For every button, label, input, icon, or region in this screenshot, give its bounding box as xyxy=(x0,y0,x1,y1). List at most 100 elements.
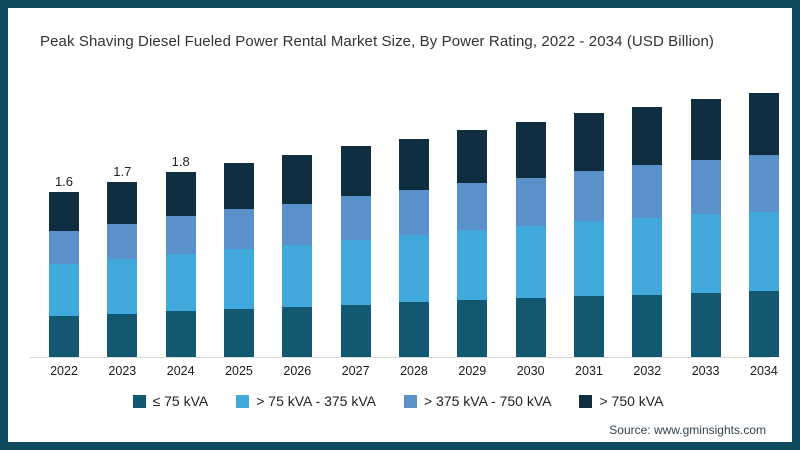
legend-label: > 375 kVA - 750 kVA xyxy=(423,393,552,409)
legend-swatch-le-75kva xyxy=(132,394,146,408)
x-tick-label: 2025 xyxy=(225,364,253,378)
bar-segment-series-0 xyxy=(515,298,546,357)
bar-segment-series-3 xyxy=(632,106,663,166)
bar-segment-series-1 xyxy=(107,259,138,314)
bar-segment-series-2 xyxy=(340,196,371,240)
bar-segment-series-0 xyxy=(690,293,721,357)
bar-stack xyxy=(165,171,196,357)
bar-segment-series-1 xyxy=(690,213,721,294)
bar-group-2024: 1.8 xyxy=(161,154,201,357)
bar-segment-series-1 xyxy=(165,253,196,311)
bar-segment-series-1 xyxy=(282,244,313,307)
bar-segment-series-1 xyxy=(398,235,429,303)
bar-stack xyxy=(515,122,546,357)
bar-segment-series-3 xyxy=(690,99,721,161)
bar-segment-series-0 xyxy=(49,315,79,357)
bar-stack xyxy=(282,155,313,357)
bar-segment-series-3 xyxy=(340,145,371,197)
bar-segment-series-1 xyxy=(515,226,546,299)
bar-total-label: 1.8 xyxy=(171,153,190,169)
bar-segment-series-3 xyxy=(573,112,604,171)
bar-group-2031 xyxy=(569,110,609,357)
bar-segment-series-3 xyxy=(748,93,779,156)
x-tick-label: 2029 xyxy=(458,364,487,378)
bar-segment-series-2 xyxy=(282,203,313,245)
bar-stack xyxy=(107,181,138,357)
bar-segment-series-3 xyxy=(49,192,79,232)
bar-segment-series-1 xyxy=(223,248,254,309)
bar-segment-series-0 xyxy=(340,304,371,357)
bar-segment-series-2 xyxy=(398,190,429,236)
bar-stack xyxy=(690,99,721,357)
bar-total-label: 1.7 xyxy=(113,163,132,179)
bar-group-2029 xyxy=(452,127,492,357)
bar-segment-series-1 xyxy=(573,221,604,297)
bar-segment-series-1 xyxy=(748,211,779,292)
bar-segment-series-0 xyxy=(398,302,429,357)
bar-group-2026 xyxy=(277,152,317,357)
bar-stack xyxy=(223,163,254,357)
bar-group-2034 xyxy=(744,90,784,357)
bar-segment-series-1 xyxy=(49,264,79,316)
bar-segment-series-0 xyxy=(107,313,138,357)
bar-segment-series-0 xyxy=(223,308,254,357)
bar-group-2027 xyxy=(336,143,376,357)
bar-group-2028 xyxy=(394,136,434,357)
bar-stack xyxy=(632,106,663,357)
legend-item-75-375kva: > 75 kVA - 375 kVA xyxy=(236,393,376,409)
x-tick-label: 2031 xyxy=(575,364,603,378)
bar-group-2025 xyxy=(219,160,259,357)
legend-label: > 750 kVA xyxy=(599,393,664,409)
legend-label: > 75 kVA - 375 kVA xyxy=(256,393,376,409)
bar-segment-series-1 xyxy=(457,230,488,301)
x-tick-label: 2033 xyxy=(691,364,720,378)
bar-segment-series-2 xyxy=(165,215,196,254)
bar-segment-series-2 xyxy=(748,155,779,212)
legend-item-375-750kva: > 375 kVA - 750 kVA xyxy=(403,393,552,409)
bar-stack xyxy=(340,145,371,357)
x-tick-label: 2032 xyxy=(633,364,662,378)
bar-segment-series-2 xyxy=(107,224,138,260)
bar-group-2022: 1.6 xyxy=(44,174,84,357)
x-axis-ticks: 2022 2023 2024 2025 2026 2027 2028 2029 2030 2031… xyxy=(30,364,792,378)
legend-label: ≤ 75 kVA xyxy=(152,393,209,409)
bar-group-2023: 1.7 xyxy=(102,164,142,357)
legend: ≤ 75 kVA > 75 kVA - 375 kVA > 375 kVA - … xyxy=(8,393,788,409)
x-tick-label: 2030 xyxy=(516,364,545,378)
x-tick-label: 2026 xyxy=(283,364,312,378)
bar-group-2033 xyxy=(686,96,726,357)
x-tick-label: 2028 xyxy=(400,364,428,378)
bar-segment-series-0 xyxy=(573,296,604,357)
bar-segment-series-3 xyxy=(515,122,546,178)
bar-segment-series-2 xyxy=(49,231,79,265)
legend-item-le-75kva: ≤ 75 kVA xyxy=(132,393,209,409)
bar-stack xyxy=(573,112,604,357)
bar-segment-series-0 xyxy=(748,291,779,357)
bar-segment-series-0 xyxy=(165,310,196,357)
legend-swatch-75-375kva xyxy=(236,394,250,408)
chart-title: Peak Shaving Diesel Fueled Power Rental … xyxy=(40,33,714,50)
x-axis-line xyxy=(30,357,770,358)
x-tick-label: 2024 xyxy=(166,364,195,378)
plot-area: 1.6 1.7 1.8 xyxy=(30,8,792,357)
bar-segment-series-2 xyxy=(632,165,663,218)
bar-stack xyxy=(457,130,488,357)
bar-segment-series-1 xyxy=(632,217,663,296)
x-tick-label: 2027 xyxy=(341,364,370,378)
legend-swatch-gt-750kva xyxy=(579,394,593,408)
bar-segment-series-3 xyxy=(223,163,254,209)
bar-segment-series-2 xyxy=(690,160,721,214)
bar-total-label: 1.6 xyxy=(54,174,74,190)
bar-segment-series-2 xyxy=(573,170,604,222)
bar-segment-series-2 xyxy=(515,177,546,227)
source-credit: Source: www.gminsights.com xyxy=(609,423,766,437)
bar-segment-series-0 xyxy=(457,300,488,357)
bar-segment-series-2 xyxy=(457,182,488,231)
x-tick-label: 2034 xyxy=(750,364,778,378)
bar-segment-series-3 xyxy=(398,138,429,191)
bar-stack xyxy=(49,192,79,357)
bar-stack xyxy=(748,93,779,357)
bar-segment-series-3 xyxy=(457,130,488,183)
legend-swatch-375-750kva xyxy=(403,394,417,408)
